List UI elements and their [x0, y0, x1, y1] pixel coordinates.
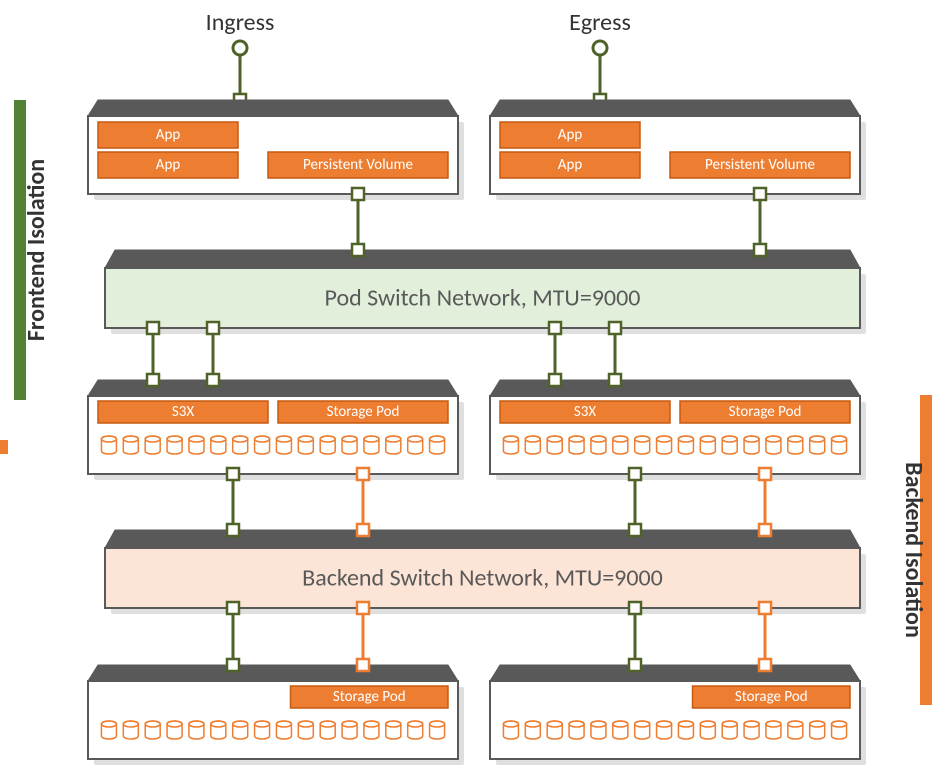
conn-st2-back-o: [759, 468, 771, 536]
app-pod-right-app1-label: App: [558, 126, 583, 144]
conn-st1-back-g: [227, 468, 239, 536]
conn-back-st2l-o: [357, 602, 369, 671]
storage1-left-storagepod-label: Storage Pod: [327, 403, 400, 421]
storage1-right: S3X Storage Pod: [490, 380, 866, 480]
storage1-right-storagepod-label: Storage Pod: [729, 403, 802, 421]
app-pod-left-pv-label: Persistent Volume: [303, 156, 413, 174]
ingress-label: Ingress: [206, 8, 275, 37]
backend-network-label: Backend Switch Network, MTU=9000: [302, 564, 663, 593]
backend-isolation-label: Backend Isolation: [899, 462, 928, 638]
conn-st2-back-g: [629, 468, 641, 536]
conn-podnet-st1a: [147, 322, 159, 386]
architecture-diagram: IngressEgressAppAppPersistent VolumeAppA…: [0, 0, 946, 769]
storage2-right: Storage Pod: [490, 665, 866, 765]
conn-apppod1-podnet: [352, 188, 364, 256]
conn-st1-back-o: [357, 468, 369, 536]
conn-podnet-st2a: [549, 322, 561, 386]
pod-network-label: Pod Switch Network, MTU=9000: [325, 284, 641, 313]
frontend-isolation-label: Frontend Isolation: [22, 159, 51, 341]
app-pod-left-app2-label: App: [156, 156, 181, 174]
storage2-left: Storage Pod: [88, 665, 464, 765]
egress-label: Egress: [569, 8, 631, 37]
conn-podnet-st2b: [609, 322, 621, 386]
conn-back-st2r-g: [629, 602, 641, 671]
app-pod-left: App App Persistent Volume: [88, 100, 464, 200]
egress-lollipop: [593, 41, 607, 106]
storage1-left: S3X Storage Pod: [88, 380, 464, 480]
edge-tick: [0, 440, 8, 454]
conn-podnet-st1b: [207, 322, 219, 386]
app-pod-right-pv-label: Persistent Volume: [705, 156, 815, 174]
conn-back-st2l-g: [227, 602, 239, 671]
storage1-right-s3x-label: S3X: [574, 403, 596, 421]
app-pod-right: App App Persistent Volume: [490, 100, 866, 200]
app-pod-right-app2-label: App: [558, 156, 583, 174]
storage1-left-s3x-label: S3X: [172, 403, 194, 421]
conn-apppod2-podnet: [754, 188, 766, 256]
storage2-left-storagepod-label: Storage Pod: [333, 688, 406, 706]
ingress-lollipop: [233, 41, 247, 106]
app-pod-left-app1-label: App: [156, 126, 181, 144]
storage2-right-storagepod-label: Storage Pod: [735, 688, 808, 706]
conn-back-st2r-o: [759, 602, 771, 671]
